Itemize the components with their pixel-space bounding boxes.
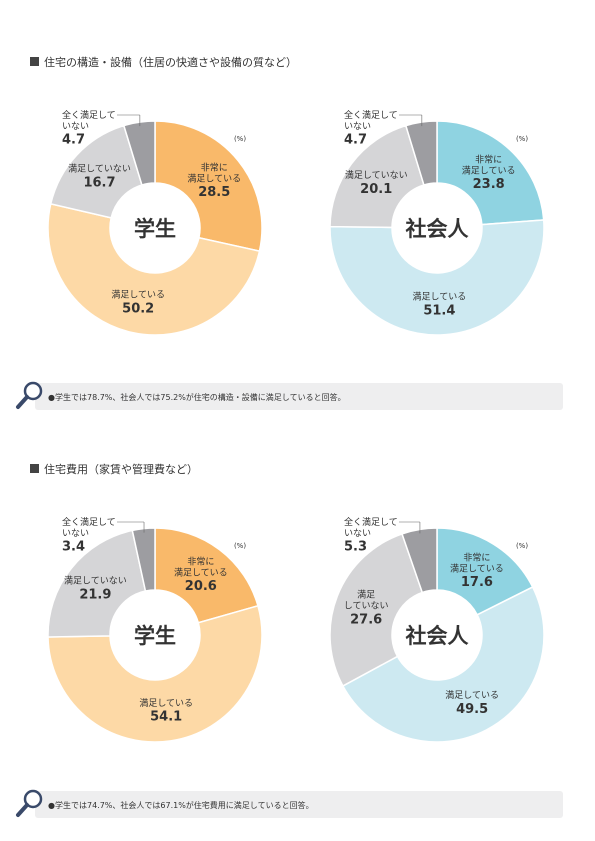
segment-label: 満足している	[111, 290, 165, 301]
section-title: 住宅費用（家賃や管理費など）	[44, 462, 198, 476]
segment-value: 17.6	[461, 575, 493, 590]
segment-value: 16.7	[83, 176, 115, 191]
segment-value: 20.6	[185, 579, 217, 594]
title-square	[30, 464, 39, 473]
note-box	[35, 791, 563, 818]
note-box	[35, 383, 563, 410]
unit-label: (%)	[516, 135, 528, 143]
donut-segment	[47, 529, 147, 638]
donut-segment	[436, 120, 545, 226]
segment-label: 全く満足していない	[62, 516, 116, 539]
segment-label: 満足していない	[345, 170, 408, 181]
donut-segment	[404, 120, 438, 186]
segment-label: 満足していない	[68, 164, 131, 175]
segment-label: 満足していない	[344, 590, 389, 612]
segment-value: 28.5	[198, 185, 230, 200]
segment-value: 27.6	[350, 612, 382, 627]
segment-value: 4.7	[344, 133, 367, 148]
segment-label: 満足している	[445, 690, 499, 701]
segment-value: 4.7	[62, 133, 85, 148]
segment-label: 満足していない	[64, 575, 127, 586]
segment-value: 20.1	[360, 182, 392, 197]
donut-segment	[329, 532, 424, 687]
donut-segment	[401, 527, 438, 594]
center-label: 学生	[134, 624, 176, 648]
segment-value: 50.2	[122, 302, 154, 317]
note-text: ●学生では74.7%、社会人では67.1%が住宅費用に満足していると回答。	[48, 800, 314, 810]
segment-value: 21.9	[79, 587, 111, 602]
segment-label: 非常に満足している	[462, 153, 516, 176]
note-text: ●学生では78.7%、社会人では75.2%が住宅の構造・設備に満足していると回答…	[48, 392, 346, 402]
segment-value: 51.4	[423, 303, 455, 318]
segment-label: 全く満足していない	[344, 109, 398, 132]
donut-segment	[436, 527, 534, 616]
unit-label: (%)	[516, 542, 528, 550]
unit-label: (%)	[234, 135, 246, 143]
search-icon	[16, 381, 43, 409]
donut-segment	[154, 527, 259, 624]
title-square	[30, 57, 39, 66]
donut-segment	[49, 124, 143, 219]
donut-segment	[47, 604, 263, 743]
donut-segment	[329, 124, 425, 229]
segment-value: 49.5	[456, 702, 488, 717]
segment-label: 非常に満足している	[187, 162, 241, 185]
donut-segment	[154, 120, 263, 253]
donut-segment	[341, 586, 545, 743]
center-label: 社会人	[405, 624, 469, 648]
segment-value: 54.1	[150, 710, 182, 725]
segment-label: 満足している	[413, 292, 467, 303]
segment-label: 満足している	[139, 698, 193, 709]
segment-label: 全く満足していない	[62, 109, 116, 132]
section-title: 住宅の構造・設備（住居の快適さや設備の質など）	[44, 55, 297, 69]
unit-label: (%)	[234, 542, 246, 550]
donut-segment	[47, 202, 261, 336]
segment-value: 23.8	[473, 177, 505, 192]
segment-label: 非常に満足している	[174, 556, 228, 579]
search-icon	[16, 789, 43, 817]
center-label: 社会人	[405, 217, 469, 241]
center-label: 学生	[134, 217, 176, 241]
donut-segment	[131, 527, 156, 592]
segment-label: 非常に満足している	[450, 552, 504, 575]
donut-segment	[122, 120, 156, 186]
segment-label: 全く満足していない	[344, 516, 398, 539]
donut-segment	[329, 219, 545, 336]
segment-value: 5.3	[344, 540, 367, 555]
segment-value: 3.4	[62, 540, 85, 555]
